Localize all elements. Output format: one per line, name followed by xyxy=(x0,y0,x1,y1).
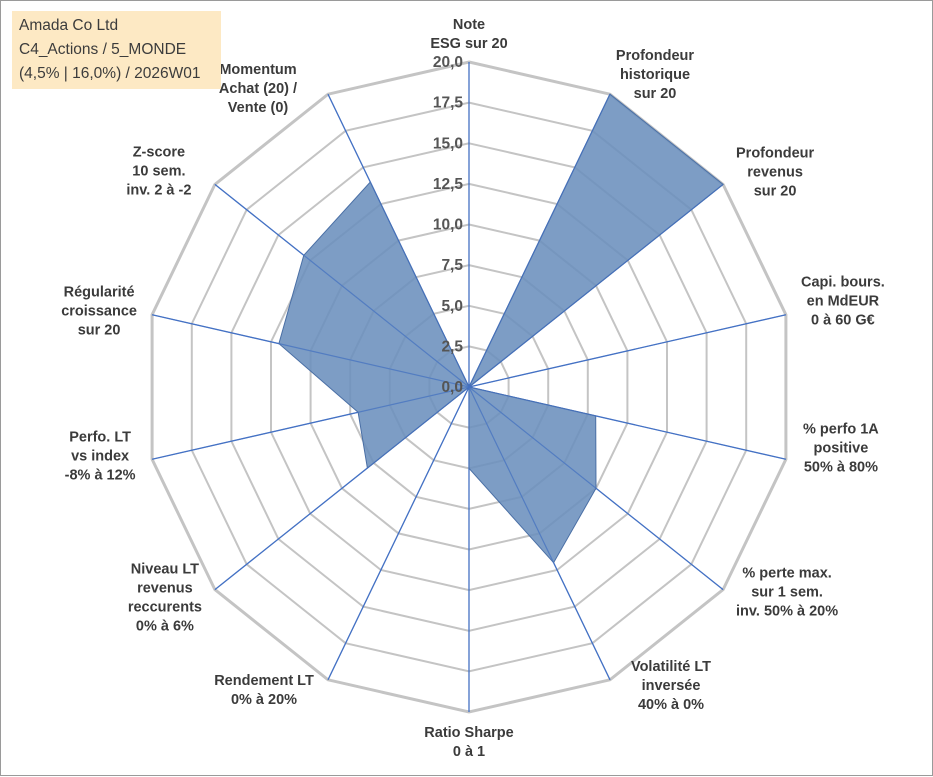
axis-label-line: Ratio Sharpe xyxy=(424,725,513,741)
tick-label: 12,5 xyxy=(433,176,464,193)
axis-label-line: Momentum xyxy=(219,62,296,78)
axis-label-line: Profondeur xyxy=(736,145,814,161)
axis-label-line: sur 20 xyxy=(634,86,677,102)
tick-label: 5,0 xyxy=(441,298,463,315)
axis-label-line: ESG sur 20 xyxy=(430,36,507,52)
axis-label-14: Momentum Achat (20) / Vente (0) xyxy=(219,62,297,116)
axis-label-line: Perfo. LT xyxy=(69,429,131,445)
axis-label-line: 0% à 6% xyxy=(136,619,194,635)
axis-label-4: Capi. bours. en MdEUR 0 à 60 G€ xyxy=(801,275,885,329)
axis-label-line: vs index xyxy=(71,448,129,464)
axis-spoke-overlay-2 xyxy=(468,93,611,388)
axis-label-6: % perte max. sur 1 sem. inv. 50% à 20% xyxy=(736,566,838,620)
axis-label-11: Perfo. LT vs index -8% à 12% xyxy=(65,429,136,483)
axis-spoke-overlay-6 xyxy=(468,386,724,590)
axis-label-1: Note ESG sur 20 xyxy=(430,17,507,52)
axis-spoke-overlay-10 xyxy=(214,386,470,590)
axis-label-line: positive xyxy=(814,440,869,456)
axis-label-3: Profondeur revenus sur 20 xyxy=(736,145,814,199)
axis-label-line: 0% à 20% xyxy=(231,692,297,708)
axis-spoke-overlay-3 xyxy=(468,184,724,388)
axis-spoke-overlay-11 xyxy=(151,386,470,460)
axis-label-line: inv. 2 à -2 xyxy=(126,182,191,198)
axis-label-line: revenus xyxy=(137,581,193,597)
axis-label-line: 10 sem. xyxy=(132,163,185,179)
axis-label-line: croissance xyxy=(61,304,137,320)
axis-spoke-overlay-12 xyxy=(151,314,470,388)
company-name: Amada Co Ltd xyxy=(19,17,119,34)
category-label: C4_Actions / 5_MONDE xyxy=(19,41,187,58)
axis-label-line: Note xyxy=(453,17,485,33)
axis-label-8: Ratio Sharpe 0 à 1 xyxy=(424,725,513,760)
tick-label: 20,0 xyxy=(433,54,463,71)
tick-label: 2,5 xyxy=(441,338,463,355)
axis-label-line: -8% à 12% xyxy=(65,467,136,483)
axis-label-line: Niveau LT xyxy=(131,562,199,578)
axis-label-line: sur 20 xyxy=(754,183,797,199)
series-area xyxy=(278,93,724,564)
axis-label-9: Rendement LT 0% à 20% xyxy=(214,673,314,708)
radial-tick-labels: 0,0 2,5 5,0 7,5 10,0 12,5 15,0 17,5 20,0 xyxy=(433,54,464,396)
axis-label-line: 0 à 60 G€ xyxy=(811,313,875,329)
axis-label-line: 40% à 0% xyxy=(638,697,704,713)
axis-label-line: reccurents xyxy=(128,600,202,616)
axis-label-line: sur 1 sem. xyxy=(751,585,823,601)
axis-spoke-overlay-9 xyxy=(327,386,470,681)
axis-label-line: Régularité xyxy=(64,285,135,301)
axis-label-12: Régularité croissance sur 20 xyxy=(61,285,137,339)
tick-label: 10,0 xyxy=(433,217,463,234)
axis-label-5: % perfo 1A positive 50% à 80% xyxy=(803,421,879,475)
period-label: (4,5% | 16,0%) / 2026W01 xyxy=(19,65,201,82)
axis-label-line: % perfo 1A xyxy=(803,421,879,437)
axis-label-line: sur 20 xyxy=(78,323,121,339)
axis-label-line: 0 à 1 xyxy=(453,744,485,760)
tick-label: 7,5 xyxy=(441,257,463,274)
axis-spoke-overlay-14 xyxy=(327,93,470,388)
axis-label-line: Capi. bours. xyxy=(801,275,885,291)
axis-label-line: Vente (0) xyxy=(228,100,289,116)
axis-label-line: Volatilité LT xyxy=(631,659,711,675)
axis-label-line: Profondeur xyxy=(616,48,694,64)
axis-spoke-overlay-5 xyxy=(468,386,787,460)
axis-label-line: revenus xyxy=(747,164,803,180)
tick-label: 17,5 xyxy=(433,95,464,112)
axis-label-10: Niveau LT revenus reccurents 0% à 6% xyxy=(128,562,202,635)
axis-label-line: inversée xyxy=(642,678,701,694)
axis-spoke-overlay-4 xyxy=(468,314,787,388)
axis-spoke-overlay-13 xyxy=(214,184,470,388)
title-box: Amada Co Ltd C4_Actions / 5_MONDE (4,5% … xyxy=(12,11,221,89)
axis-label-line: inv. 50% à 20% xyxy=(736,604,838,620)
axis-label-2: Profondeur historique sur 20 xyxy=(616,48,694,102)
axis-labels: Note ESG sur 20 Profondeur historique sur 20… xyxy=(61,17,885,760)
radar-series xyxy=(151,62,787,712)
tick-label: 15,0 xyxy=(433,135,463,152)
axis-label-line: en MdEUR xyxy=(807,294,880,310)
axis-label-13: Z-score 10 sem. inv. 2 à -2 xyxy=(126,144,191,198)
axis-label-line: % perte max. xyxy=(742,566,831,582)
axis-label-line: Achat (20) / xyxy=(219,81,297,97)
axis-label-line: Z-score xyxy=(133,144,185,160)
tick-label: 0,0 xyxy=(441,379,463,396)
axis-spoke-overlay-7 xyxy=(468,386,611,681)
axis-label-line: historique xyxy=(620,67,690,83)
axis-label-line: Rendement LT xyxy=(214,673,314,689)
axis-label-line: 50% à 80% xyxy=(804,459,878,475)
axis-label-7: Volatilité LT inversée 40% à 0% xyxy=(631,659,711,713)
